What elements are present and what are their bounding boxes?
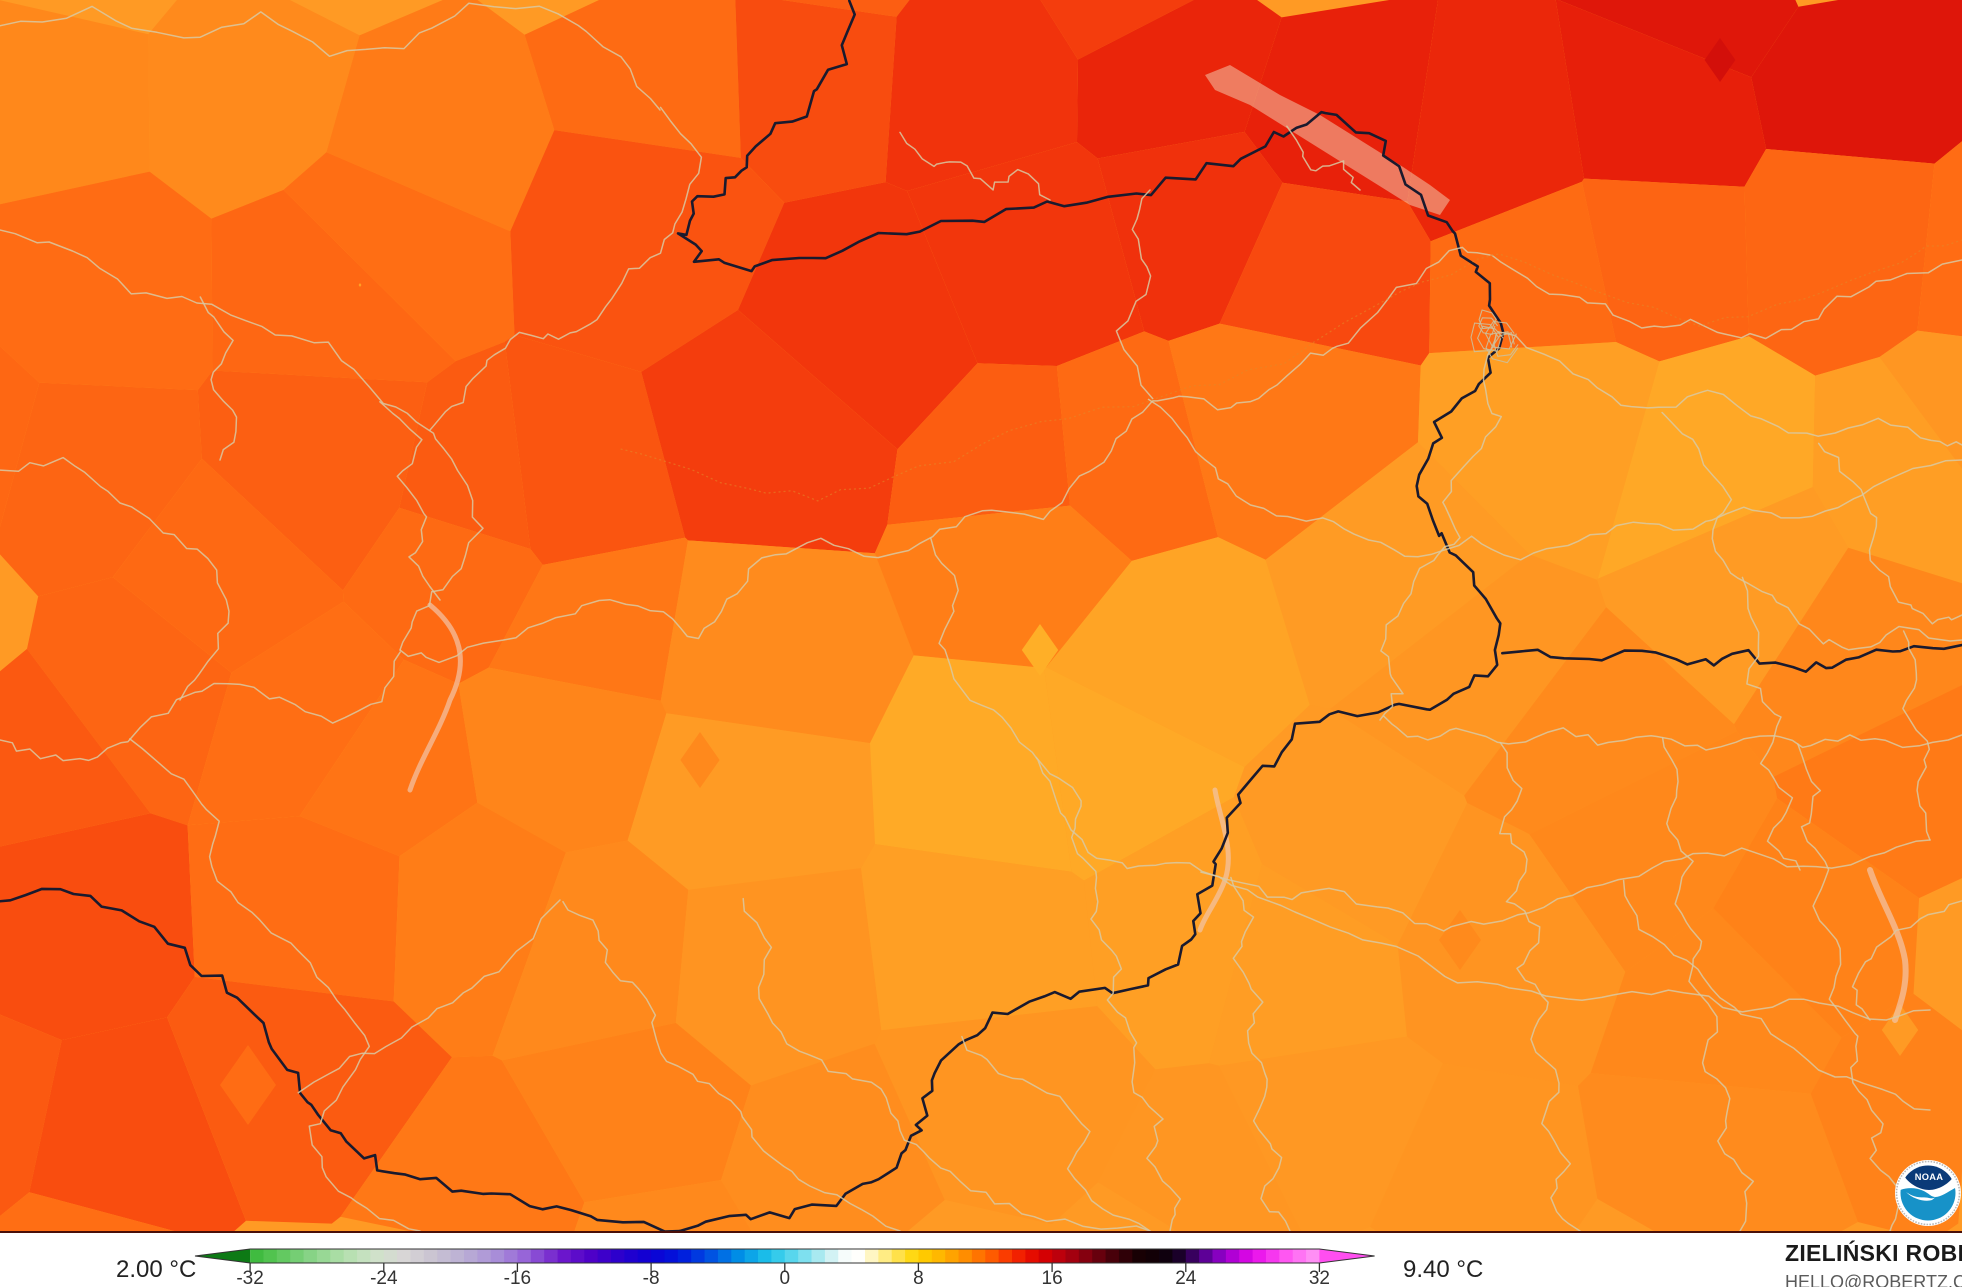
svg-text:24: 24 (1175, 1268, 1197, 1287)
svg-text:32: 32 (1309, 1268, 1330, 1287)
svg-text:2.00 °C: 2.00 °C (116, 1256, 196, 1283)
svg-text:-32: -32 (236, 1268, 263, 1287)
svg-text:9.40 °C: 9.40 °C (1403, 1256, 1483, 1283)
svg-text:NOAA: NOAA (1915, 1172, 1944, 1182)
svg-text:0: 0 (780, 1268, 791, 1287)
svg-text:-8: -8 (643, 1268, 660, 1287)
svg-text:-24: -24 (370, 1268, 398, 1287)
svg-text:-16: -16 (504, 1268, 531, 1287)
svg-text:16: 16 (1042, 1268, 1063, 1287)
svg-text:8: 8 (913, 1268, 924, 1287)
